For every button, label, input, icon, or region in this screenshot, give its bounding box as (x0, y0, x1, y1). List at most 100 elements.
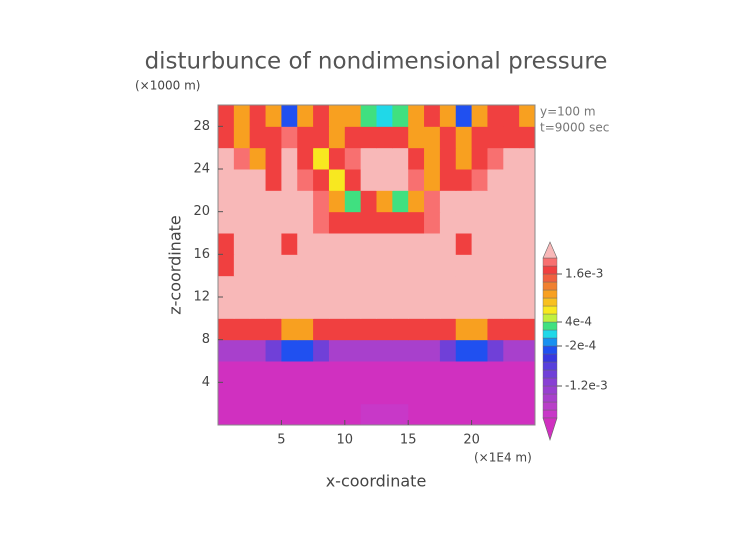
contour-cell (233, 233, 251, 255)
contour-cell (313, 339, 330, 362)
contour-cell (408, 382, 425, 405)
contour-cell (360, 403, 377, 426)
x-tick-label: 15 (400, 433, 417, 448)
contour-cell (392, 190, 409, 213)
contour-cell (408, 126, 425, 149)
contour-cell (360, 147, 377, 170)
contour-cell (313, 147, 330, 170)
contour-cell (218, 318, 235, 341)
contour-cell (281, 361, 298, 383)
contour-cell (424, 339, 441, 362)
y-tick-label: 24 (193, 162, 210, 177)
contour-cell (439, 190, 457, 213)
contour-cell (328, 211, 346, 234)
contour-cell (519, 297, 536, 319)
contour-cell (297, 147, 314, 170)
contour-cell (455, 105, 473, 127)
contour-cell (218, 211, 235, 234)
contour-cell (392, 318, 409, 341)
contour-cell (503, 169, 520, 191)
contour-cell (297, 190, 314, 213)
contour-cell (344, 169, 362, 191)
contour-cell (281, 297, 298, 319)
colorbar-band (542, 361, 558, 371)
contour-cell (424, 361, 441, 383)
contour-cell (376, 361, 393, 383)
colorbar-band (542, 369, 558, 379)
contour-cell (392, 147, 409, 170)
contour-cell (233, 339, 251, 362)
contour-cell (424, 233, 441, 255)
contour-cell (313, 403, 330, 426)
contour-cell (360, 275, 377, 298)
x-unit: (×1E4 m) (474, 451, 532, 465)
contour-cell (408, 339, 425, 362)
contour-cell (265, 211, 282, 234)
contour-cell (249, 297, 267, 319)
contour-cell (297, 254, 314, 277)
colorbar-band (542, 289, 558, 299)
contour-cell (439, 361, 457, 383)
contour-cell (281, 190, 298, 213)
annotation: t=9000 sec (540, 121, 609, 135)
contour-cell (313, 105, 330, 127)
y-tick-label: 4 (202, 375, 210, 390)
contour-cell (408, 147, 425, 170)
contour-cell (408, 403, 425, 426)
contour-cell (281, 403, 298, 426)
colorbar-band (542, 353, 558, 363)
contour-cell (424, 190, 441, 213)
contour-cell (344, 126, 362, 149)
contour-cell (471, 211, 488, 234)
contour-cell (249, 382, 267, 405)
contour-cell (392, 169, 409, 191)
contour-cell (455, 382, 473, 405)
contour-cell (360, 211, 377, 234)
contour-cell (503, 211, 520, 234)
contour-cell (297, 211, 314, 234)
contour-cell (503, 382, 520, 405)
contour-cell (344, 339, 362, 362)
contour-cell (424, 211, 441, 234)
contour-cell (392, 297, 409, 319)
contour-cell (313, 361, 330, 383)
contour-cell (487, 233, 504, 255)
contour-cell (265, 254, 282, 277)
contour-cell (233, 105, 251, 127)
contour-cell (503, 318, 520, 341)
contour-cell (360, 382, 377, 405)
contour-cell (344, 211, 362, 234)
chart-title: disturbunce of nondimensional pressure (145, 49, 608, 75)
contour-cell (519, 126, 536, 149)
contour-cell (439, 339, 457, 362)
contour-cell (360, 105, 377, 127)
contour-cell (313, 318, 330, 341)
contour-cell (265, 361, 282, 383)
colorbar-band (542, 273, 558, 283)
contour-cell (503, 105, 520, 127)
contour-cell (297, 105, 314, 127)
contour-cell (455, 318, 473, 341)
contour-cell (519, 254, 536, 277)
contour-cell (218, 403, 235, 426)
contour-cell (519, 147, 536, 170)
contour-cell (281, 339, 298, 362)
contour-cell (487, 105, 504, 127)
contour-cell (233, 169, 251, 191)
contour-cell (392, 382, 409, 405)
contour-cell (455, 254, 473, 277)
contour-cell (503, 233, 520, 255)
contour-cell (503, 147, 520, 170)
contour-cell (249, 403, 267, 426)
contour-cell (392, 105, 409, 127)
contour-cell (439, 254, 457, 277)
colorbar-band (542, 385, 558, 395)
contour-cell (233, 275, 251, 298)
contour-cell (265, 403, 282, 426)
y-tick-label: 8 (202, 332, 210, 347)
contour-cell (376, 339, 393, 362)
contour-cell (344, 105, 362, 127)
contour-cell (424, 105, 441, 127)
contour-cell (328, 126, 346, 149)
colorbar-band (542, 281, 558, 291)
